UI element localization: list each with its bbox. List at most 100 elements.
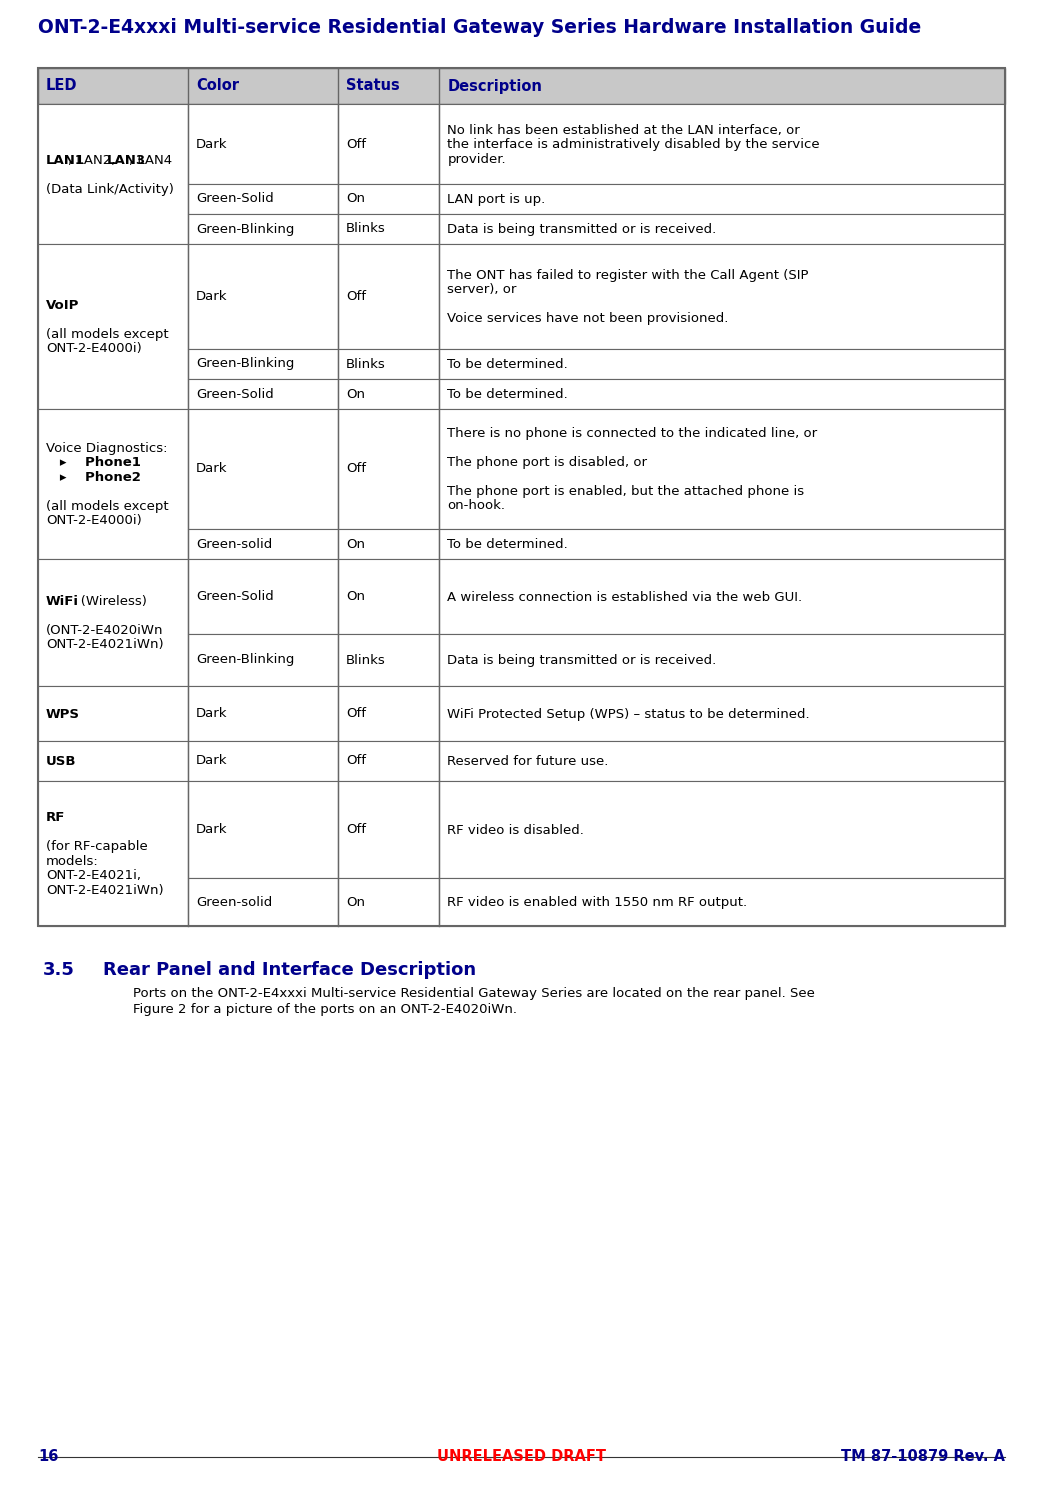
Text: Dark: Dark	[196, 290, 227, 302]
Bar	[439, 742, 1005, 782]
Text: ▸    Phone2: ▸ Phone2	[46, 471, 141, 484]
Text: LAN1: LAN1	[46, 153, 85, 167]
Text: Dark: Dark	[196, 707, 227, 721]
Bar	[188, 409, 337, 529]
Text: On: On	[346, 192, 364, 205]
Text: Data is being transmitted or is received.: Data is being transmitted or is received…	[447, 223, 716, 237]
Bar	[38, 68, 1005, 926]
Text: LAN3: LAN3	[107, 153, 145, 167]
Bar	[188, 380, 337, 409]
Text: WiFi Protected Setup (WPS) – status to be determined.: WiFi Protected Setup (WPS) – status to b…	[447, 707, 810, 721]
Text: Off: Off	[346, 290, 365, 302]
Bar	[337, 558, 439, 634]
Text: (Wireless): (Wireless)	[69, 596, 147, 608]
Text: (for RF-capable: (for RF-capable	[46, 840, 147, 853]
Text: The phone port is enabled, but the attached phone is: The phone port is enabled, but the attac…	[447, 485, 804, 497]
Text: ONT-2-E4000i): ONT-2-E4000i)	[46, 515, 142, 527]
Bar	[439, 879, 1005, 926]
Text: RF: RF	[46, 812, 65, 825]
Bar	[337, 185, 439, 214]
Bar	[337, 348, 439, 380]
Text: The ONT has failed to register with the Call Agent (SIP: The ONT has failed to register with the …	[447, 270, 809, 281]
Bar	[188, 244, 337, 348]
Text: Off: Off	[346, 137, 365, 150]
Bar	[439, 634, 1005, 686]
Text: 16: 16	[38, 1449, 58, 1464]
Text: Dark: Dark	[196, 137, 227, 150]
Text: There is no phone is connected to the indicated line, or: There is no phone is connected to the in…	[447, 427, 818, 439]
Text: on-hook.: on-hook.	[447, 499, 506, 512]
Text: ONT-2-E4000i): ONT-2-E4000i)	[46, 342, 142, 356]
Bar	[38, 244, 188, 409]
Text: RF video is enabled with 1550 nm RF output.: RF video is enabled with 1550 nm RF outp…	[447, 896, 747, 910]
Text: Green-solid: Green-solid	[196, 895, 272, 908]
Text: (all models except: (all models except	[46, 328, 168, 341]
Bar	[439, 529, 1005, 558]
Text: To be determined.: To be determined.	[447, 389, 568, 401]
Text: Blinks: Blinks	[346, 357, 385, 371]
Bar	[188, 104, 337, 185]
Bar	[439, 782, 1005, 879]
Bar	[337, 104, 439, 185]
Text: Blinks: Blinks	[346, 654, 385, 667]
Text: TM 87-10879 Rev. A: TM 87-10879 Rev. A	[841, 1449, 1005, 1464]
Bar	[337, 782, 439, 879]
Bar	[188, 529, 337, 558]
Text: On: On	[346, 538, 364, 551]
Text: Green-solid: Green-solid	[196, 538, 272, 551]
Text: On: On	[346, 387, 364, 401]
Text: Green-Blinking: Green-Blinking	[196, 222, 294, 235]
Bar	[38, 68, 1005, 104]
Text: Data is being transmitted or is received.: Data is being transmitted or is received…	[447, 654, 716, 667]
Bar	[38, 409, 188, 558]
Text: (all models except: (all models except	[46, 500, 168, 512]
Text: Dark: Dark	[196, 463, 227, 475]
Text: Voice services have not been provisioned.: Voice services have not been provisioned…	[447, 313, 729, 326]
Text: Green-Blinking: Green-Blinking	[196, 654, 294, 667]
Bar	[337, 742, 439, 782]
Text: On: On	[346, 590, 364, 603]
Text: UNRELEASED DRAFT: UNRELEASED DRAFT	[437, 1449, 606, 1464]
Text: LED: LED	[46, 79, 78, 94]
Text: On: On	[346, 895, 364, 908]
Bar	[337, 634, 439, 686]
Text: Reserved for future use.: Reserved for future use.	[447, 755, 608, 768]
Bar	[439, 380, 1005, 409]
Text: Voice Diagnostics:: Voice Diagnostics:	[46, 442, 167, 456]
Text: Green-Solid: Green-Solid	[196, 590, 274, 603]
Bar	[188, 558, 337, 634]
Bar	[337, 244, 439, 348]
Bar	[38, 742, 188, 782]
Bar	[38, 558, 188, 686]
Text: models:: models:	[46, 855, 99, 868]
Bar	[439, 558, 1005, 634]
Bar	[439, 214, 1005, 244]
Bar	[38, 686, 188, 742]
Bar	[439, 409, 1005, 529]
Text: Off: Off	[346, 823, 365, 835]
Text: , LAN4: , LAN4	[129, 153, 171, 167]
Text: Green-Blinking: Green-Blinking	[196, 357, 294, 371]
Text: Off: Off	[346, 707, 365, 721]
Text: Figure 2 for a picture of the ports on an ONT-2-E4020iWn.: Figure 2 for a picture of the ports on a…	[133, 1004, 517, 1015]
Bar	[188, 348, 337, 380]
Bar	[439, 185, 1005, 214]
Text: the interface is administratively disabled by the service: the interface is administratively disabl…	[447, 138, 820, 152]
Text: 3.5: 3.5	[43, 960, 75, 978]
Bar	[337, 879, 439, 926]
Text: Off: Off	[346, 755, 365, 767]
Text: Off: Off	[346, 463, 365, 475]
Text: ONT-2-E4021i,: ONT-2-E4021i,	[46, 870, 141, 883]
Bar	[188, 879, 337, 926]
Bar	[439, 104, 1005, 185]
Text: WPS: WPS	[46, 707, 80, 721]
Text: RF video is disabled.: RF video is disabled.	[447, 823, 584, 837]
Text: Color: Color	[196, 79, 239, 94]
Text: ▸    Phone1: ▸ Phone1	[46, 457, 141, 469]
Bar	[188, 214, 337, 244]
Text: No link has been established at the LAN interface, or: No link has been established at the LAN …	[447, 124, 800, 137]
Text: WiFi: WiFi	[46, 596, 79, 608]
Text: Green-Solid: Green-Solid	[196, 387, 274, 401]
Text: USB: USB	[46, 755, 77, 768]
Bar	[188, 185, 337, 214]
